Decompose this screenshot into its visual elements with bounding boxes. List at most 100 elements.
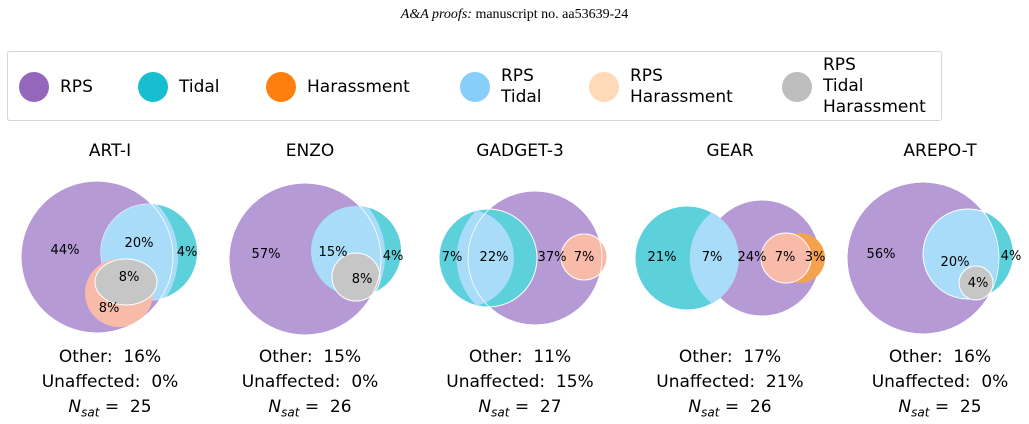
nsat-sub: sat — [911, 405, 930, 420]
other-stat: Other: 16% — [5, 347, 215, 367]
venn-panel-gadget-3: GADGET-3 7% 22% 37% 7% Other: 11% Unaffe… — [415, 136, 625, 424]
label-rps-tidal: 20% — [941, 255, 970, 270]
nsat-sub: sat — [491, 405, 510, 420]
rps-tidal-region-body — [456, 210, 514, 306]
nsat-stat: Nsat = 26 — [268, 397, 352, 420]
label-all-three: 4% — [968, 276, 989, 291]
legend-label-harassment: Harassment — [307, 76, 410, 97]
other-stat: Other: 16% — [835, 347, 1029, 367]
all-three-region — [94, 258, 158, 306]
journal-name: A&A proofs: — [400, 7, 472, 22]
label-rps-tidal: 15% — [319, 245, 348, 260]
harassment-only-cap — [817, 240, 825, 276]
unaffected-stat: Unaffected: 15% — [415, 372, 625, 392]
unaffected-value: 0% — [981, 372, 1009, 392]
other-stat: Other: 17% — [625, 347, 835, 367]
other-value: 16% — [953, 347, 992, 367]
label-tidal: 4% — [383, 249, 404, 264]
venn-diagram: 21% 7% 24% 7% 3% — [634, 199, 825, 317]
legend-label-rps: RPS — [60, 76, 93, 97]
legend-swatch-tidal — [138, 72, 168, 102]
other-value: 11% — [533, 347, 572, 367]
legend-label-rps-tidal: RPS Tidal — [501, 66, 542, 107]
nsat-stat: Nsat = 25 — [898, 397, 982, 420]
label-rps-harassment: 8% — [99, 301, 120, 316]
venn-diagram: 57% 15% 4% 8% — [228, 182, 404, 336]
label-rps: 24% — [738, 250, 767, 265]
legend-item-harassment: Harassment — [266, 72, 410, 102]
unaffected-stat: Unaffected: 21% — [625, 372, 835, 392]
legend-item-tidal: Tidal — [138, 72, 220, 102]
venn-diagram: 56% 20% 4% 4% — [846, 181, 1022, 335]
label-tidal: 4% — [1001, 249, 1022, 264]
nsat-value: 25 — [129, 397, 152, 417]
nsat-sub: sat — [281, 405, 300, 420]
label-tidal: 7% — [442, 250, 463, 265]
nsat-stat: Nsat = 27 — [478, 397, 562, 420]
manuscript-number: manuscript no. aa53639-24 — [475, 7, 629, 22]
other-label: Other: — [258, 347, 313, 367]
other-value: 17% — [743, 347, 782, 367]
label-rps: 44% — [51, 243, 80, 258]
nsat-sub: sat — [701, 405, 720, 420]
other-value: 16% — [123, 347, 162, 367]
unaffected-label: Unaffected: — [446, 372, 546, 392]
tidal-only-region — [368, 207, 401, 292]
other-label: Other: — [678, 347, 733, 367]
legend-item-rps-tidal: RPS Tidal — [460, 66, 542, 108]
label-tidal: 21% — [648, 250, 677, 265]
unaffected-label: Unaffected: — [41, 372, 141, 392]
venn-panel-arepo-t: AREPO-T 56% 20% 4% 4% Other: 16% Unaffec… — [835, 136, 1029, 424]
venn-panel-art-i: ART-I 44% 20% 4% 8% 8% Other: 16% Unaffe… — [5, 136, 215, 424]
legend-swatch-rps-harassment — [589, 72, 619, 102]
unaffected-value: 0% — [151, 372, 179, 392]
rps-tidal-region — [689, 212, 739, 304]
panel-title: ENZO — [285, 141, 335, 161]
legend-swatch-rps — [19, 72, 49, 102]
nsat-sub: sat — [81, 405, 100, 420]
panel-title: AREPO-T — [903, 141, 977, 161]
panel-title: ART-I — [88, 141, 132, 161]
nsat-label: N — [68, 397, 82, 417]
unaffected-label: Unaffected: — [656, 372, 756, 392]
nsat-stat: Nsat = 26 — [688, 397, 772, 420]
legend-label-rps-tidal-harassment: RPS Tidal Harassment — [823, 55, 926, 117]
legend-swatch-harassment — [266, 72, 296, 102]
unaffected-value: 15% — [555, 372, 594, 392]
all-three-region — [958, 265, 994, 301]
legend-swatch-rps-tidal — [460, 72, 490, 102]
label-rps-harassment: 7% — [775, 250, 796, 265]
venn-panel-gear: GEAR 21% 7% 24% 7% 3% Other: 17% Unaffec… — [625, 136, 835, 424]
unaffected-stat: Unaffected: 0% — [835, 372, 1029, 392]
unaffected-stat: Unaffected: 0% — [5, 372, 215, 392]
venn-panel-enzo: ENZO 57% 15% 4% 8% Other: 15% Unaffected… — [205, 136, 415, 424]
label-rps-tidal: 7% — [702, 250, 723, 265]
rps-harassment-region — [560, 233, 608, 281]
legend-label-tidal: Tidal — [179, 76, 220, 97]
label-rps-tidal: 20% — [125, 236, 154, 251]
nsat-label: N — [688, 397, 702, 417]
other-label: Other: — [58, 347, 113, 367]
nsat-label: N — [478, 397, 492, 417]
tidal-only-region-top — [157, 204, 197, 297]
other-stat: Other: 15% — [205, 347, 415, 367]
all-three-region — [331, 252, 381, 302]
other-value: 15% — [323, 347, 362, 367]
other-stat: Other: 11% — [415, 347, 625, 367]
unaffected-label: Unaffected: — [871, 372, 971, 392]
label-rps: 37% — [538, 250, 567, 265]
legend-label-rps-harassment: RPS Harassment — [630, 66, 733, 107]
label-tidal: 4% — [177, 245, 198, 260]
unaffected-label: Unaffected: — [241, 372, 341, 392]
unaffected-value: 0% — [351, 372, 379, 392]
other-label: Other: — [888, 347, 943, 367]
nsat-value: 26 — [329, 397, 352, 417]
label-all-three: 8% — [352, 272, 373, 287]
other-label: Other: — [468, 347, 523, 367]
nsat-value: 25 — [959, 397, 982, 417]
panel-title: GADGET-3 — [476, 141, 564, 161]
nsat-label: N — [898, 397, 912, 417]
unaffected-stat: Unaffected: 0% — [205, 372, 415, 392]
venn-diagram: 44% 20% 4% 8% 8% — [20, 180, 198, 334]
rps-harassment-region — [760, 232, 812, 284]
